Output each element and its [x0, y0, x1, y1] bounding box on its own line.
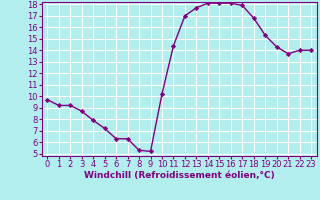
X-axis label: Windchill (Refroidissement éolien,°C): Windchill (Refroidissement éolien,°C) [84, 171, 275, 180]
